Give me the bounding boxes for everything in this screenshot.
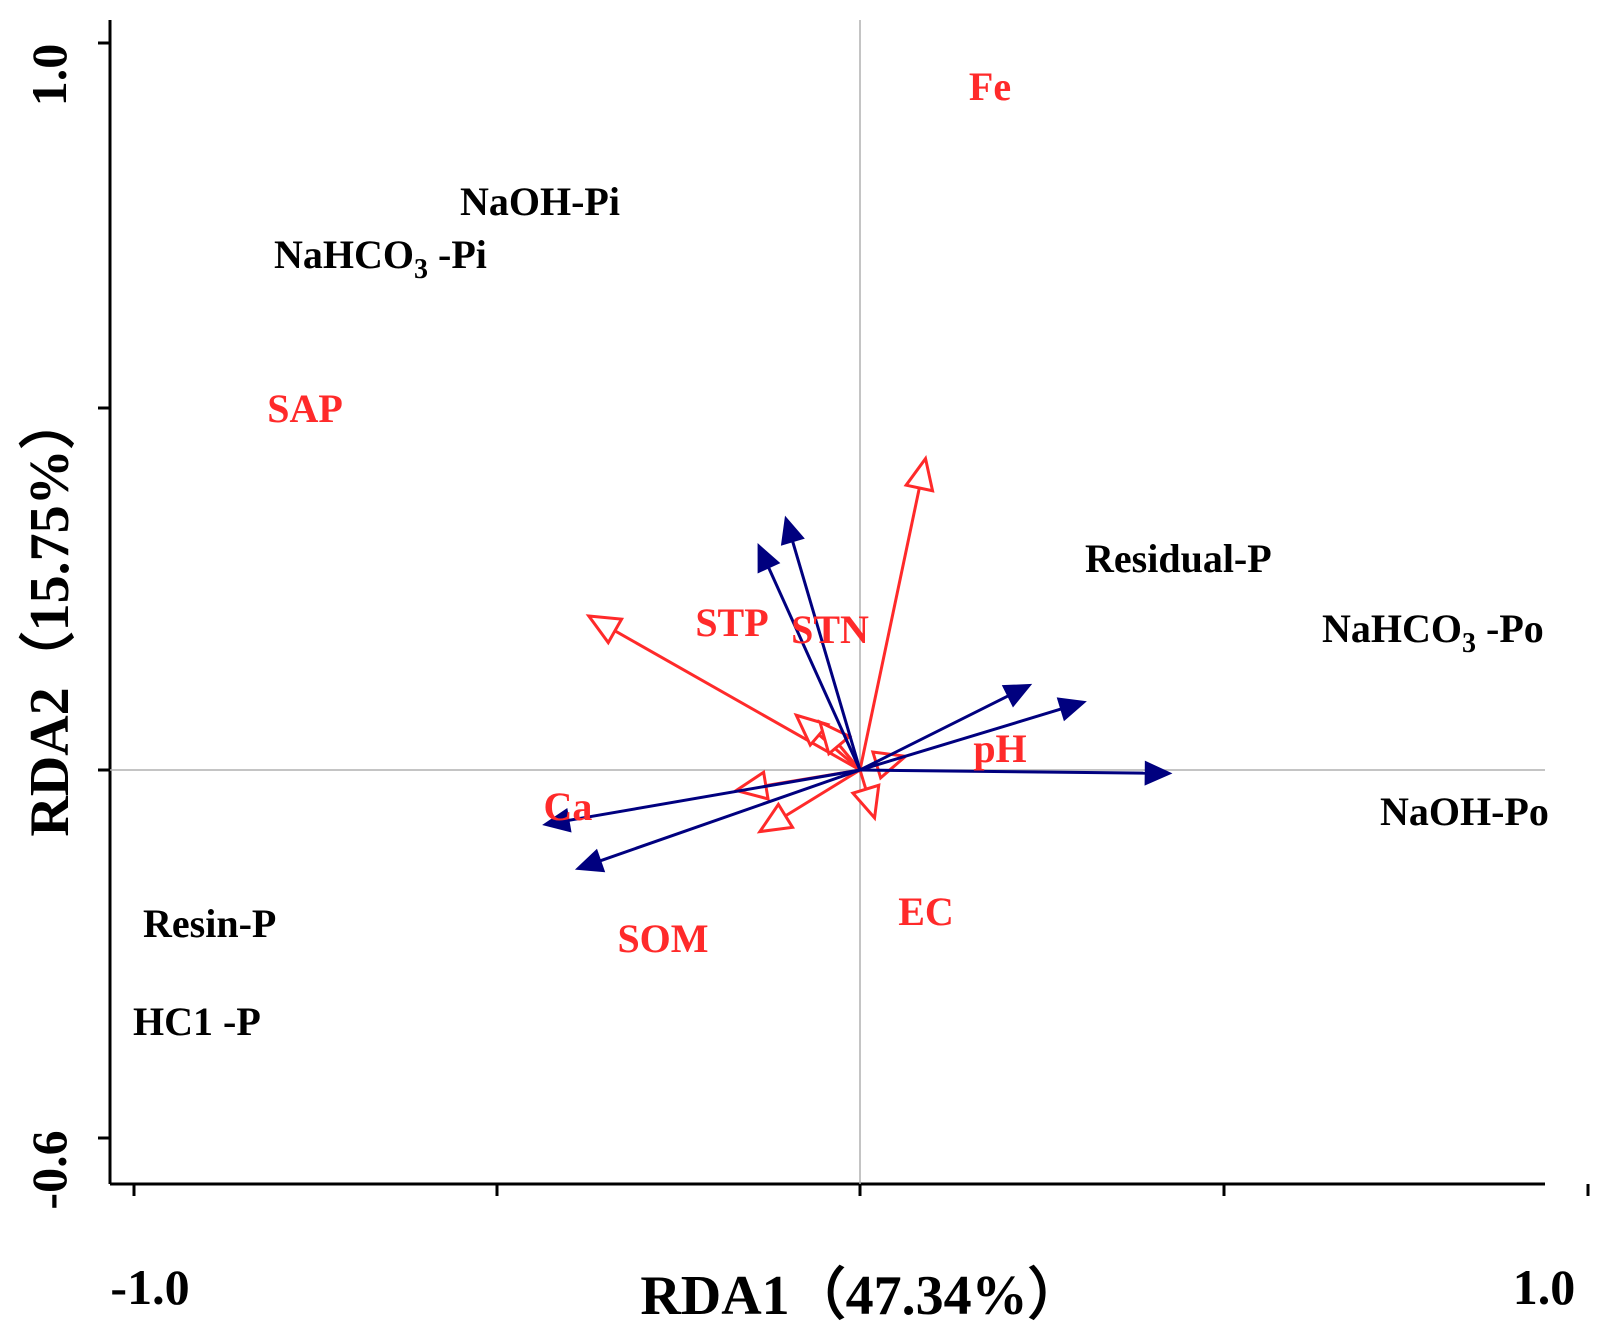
arrowhead-hc1-p [574, 848, 606, 873]
vector-nahco3-po [859, 697, 1087, 772]
x-tick-label: 1.0 [1513, 1259, 1576, 1315]
vector-line-naoh-pi [791, 541, 862, 771]
axis-ticks: -1.0 1.0 1.0 -0.6 [21, 41, 1590, 1315]
vector-nahco3-pi [757, 543, 862, 771]
label-residual-p: Residual-P [1085, 536, 1272, 581]
label-som: SOM [617, 916, 708, 961]
vector-line-sap [614, 629, 861, 772]
label-main: Resin-P [143, 901, 276, 946]
vector-line-som [784, 768, 861, 818]
label-ph: pH [973, 726, 1026, 771]
vector-naoh-po [859, 760, 1173, 786]
label-nahco3-po: NaHCO3 -Po [1322, 606, 1544, 659]
arrowhead-som [756, 801, 796, 834]
vector-sap [585, 614, 861, 772]
label-nahco3-pi: NaHCO3 -Pi [274, 232, 487, 285]
vector-line-residual-p [859, 694, 1009, 772]
arrowhead-stn [817, 719, 853, 757]
vector-line-naoh-po [859, 768, 1146, 775]
vector-line-hc1-p [600, 768, 861, 863]
vector-som [756, 768, 861, 834]
label-subscript: 3 [1462, 628, 1476, 659]
label-main: HC1 -P [133, 999, 261, 1044]
vector-resin-p [542, 768, 861, 833]
label-naoh-pi: NaOH-Pi [460, 179, 620, 224]
zero-lines [110, 20, 1545, 1184]
vector-line-fe [858, 487, 921, 771]
arrowhead-fe [903, 455, 935, 493]
label-subscript: 3 [414, 254, 428, 285]
axis-titles: RDA1（47.34%） RDA2（15.75%） [18, 393, 1084, 1324]
plot-frame [108, 20, 1545, 1186]
vector-line-nahco3-po [859, 707, 1062, 772]
vector-naoh-pi [780, 515, 862, 771]
vector-ec [850, 769, 881, 822]
label-main: NaOH-Pi [460, 179, 620, 224]
x-axis-title: RDA1（47.34%） [640, 1264, 1083, 1324]
label-main: Residual-P [1085, 536, 1272, 581]
vector-residual-p [859, 683, 1033, 772]
arrowhead-naoh-po [1144, 760, 1173, 786]
label-ca: Ca [544, 784, 593, 829]
label-hc1-p: HC1 -P [133, 999, 261, 1044]
vector-fe [858, 455, 935, 771]
arrowhead-naoh-pi [780, 515, 805, 546]
label-tail: -Po [1476, 606, 1544, 651]
arrowhead-ec [850, 783, 881, 822]
vectors [542, 455, 1173, 873]
label-stp: STP [695, 600, 768, 645]
label-main: NaOH-Po [1380, 789, 1549, 834]
vector-line-resin-p [568, 768, 861, 822]
arrowhead-nahco3-po [1056, 697, 1087, 722]
label-sap: SAP [267, 386, 343, 431]
label-stn: STN [791, 607, 869, 652]
arrowhead-sap [585, 614, 625, 646]
arrowhead-resin-p [542, 807, 572, 833]
vector-line-ec [858, 769, 868, 790]
y-tick-label: 1.0 [21, 44, 77, 107]
label-resin-p: Resin-P [143, 901, 276, 946]
label-fe: Fe [969, 64, 1011, 109]
label-main: NaHCO [1322, 606, 1462, 651]
label-ec: EC [898, 889, 954, 934]
y-axis-title: RDA2（15.75%） [18, 393, 81, 836]
label-main: NaHCO [274, 232, 414, 277]
y-tick-label: -0.6 [21, 1130, 77, 1209]
vector-line-nahco3-pi [767, 567, 862, 771]
label-tail: -Pi [428, 232, 487, 277]
vector-hc1-p [574, 768, 861, 873]
label-naoh-po: NaOH-Po [1380, 789, 1549, 834]
x-tick-label: -1.0 [110, 1259, 189, 1315]
